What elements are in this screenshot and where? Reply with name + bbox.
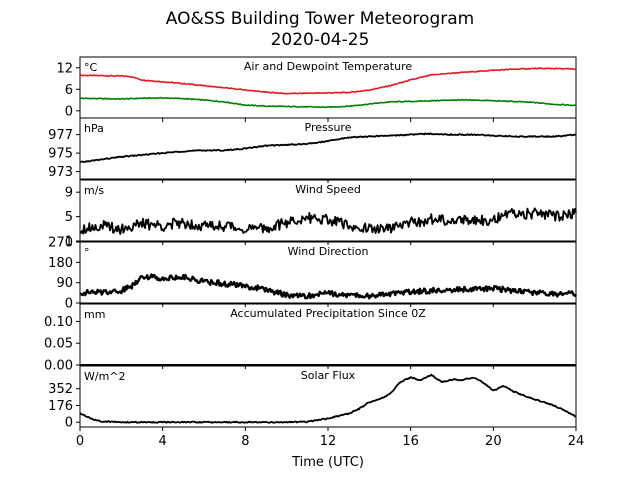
x-tick-label: 8 xyxy=(241,434,249,449)
y-tick-label: 973 xyxy=(48,165,73,180)
series-line-0 xyxy=(79,207,577,235)
y-tick-label: 0 xyxy=(65,297,73,312)
series-line-0 xyxy=(79,132,577,163)
panel-5: 0 176 352 W/m^2 Solar Flux xyxy=(48,365,577,431)
panel-title: Wind Direction xyxy=(288,245,369,258)
panel-title: Pressure xyxy=(305,121,352,134)
x-tick-label: 0 xyxy=(76,434,84,449)
y-tick-label: 1 xyxy=(65,235,73,250)
y-tick-label: 0 xyxy=(65,416,73,431)
y-tick-label: 270 xyxy=(48,236,73,251)
y-tick-label: 5 xyxy=(65,210,73,225)
panel-unit: m/s xyxy=(84,184,104,197)
series-line-0 xyxy=(79,67,577,95)
panel-unit: ° xyxy=(84,246,90,259)
y-tick-label: 977 xyxy=(48,128,73,143)
panel-title: Air and Dewpoint Temperature xyxy=(244,60,412,73)
panel-2: 1 5 9 m/s Wind Speed xyxy=(65,179,577,250)
x-axis-label: Time (UTC) xyxy=(291,455,364,470)
y-tick-label: 0.00 xyxy=(44,359,73,374)
y-tick-label: 90 xyxy=(56,276,73,291)
x-tick-label: 16 xyxy=(402,434,419,449)
panel-3: 0 90 180 270 ° Wind Direction xyxy=(48,236,577,312)
panel-unit: °C xyxy=(84,61,98,74)
x-tick-label: 4 xyxy=(159,434,167,449)
panel-title: Wind Speed xyxy=(295,183,361,196)
y-tick-label: 0 xyxy=(65,104,73,119)
y-tick-label: 9 xyxy=(65,186,73,201)
x-tick-label: 12 xyxy=(320,434,337,449)
panel-title: Accumulated Precipitation Since 0Z xyxy=(230,307,426,320)
series-line-1 xyxy=(79,96,577,109)
series-line-0 xyxy=(79,273,577,300)
x-axis: 0 4 8 12 16 20 24 xyxy=(76,434,584,449)
y-tick-label: 176 xyxy=(48,399,73,414)
y-tick-label: 12 xyxy=(56,61,73,76)
y-tick-label: 6 xyxy=(65,83,73,98)
panel-unit: mm xyxy=(84,308,105,321)
panels: 0 6 12 °C Air and Dewpoint Temperature 973 975… xyxy=(44,56,577,431)
y-tick-label: 180 xyxy=(48,256,73,271)
figure-subtitle: 2020-04-25 xyxy=(271,30,370,50)
x-tick-label: 20 xyxy=(485,434,502,449)
y-tick-label: 0.10 xyxy=(44,315,73,330)
y-tick-label: 975 xyxy=(48,147,73,162)
series-line-0 xyxy=(79,373,577,424)
figure-title: AO&SS Building Tower Meteorogram xyxy=(166,9,474,29)
y-tick-label: 352 xyxy=(48,382,73,397)
panel-title: Solar Flux xyxy=(301,369,356,382)
panel-0: 0 6 12 °C Air and Dewpoint Temperature xyxy=(56,56,577,122)
panel-1: 973 975 977 hPa Pressure xyxy=(48,117,577,183)
panel-4: 0.00 0.05 0.10 mm Accumulated Precipitation … xyxy=(44,303,577,374)
x-tick-label: 24 xyxy=(568,434,585,449)
panel-unit: W/m^2 xyxy=(84,370,126,383)
y-tick-label: 0.05 xyxy=(44,337,73,352)
panel-unit: hPa xyxy=(84,122,104,135)
